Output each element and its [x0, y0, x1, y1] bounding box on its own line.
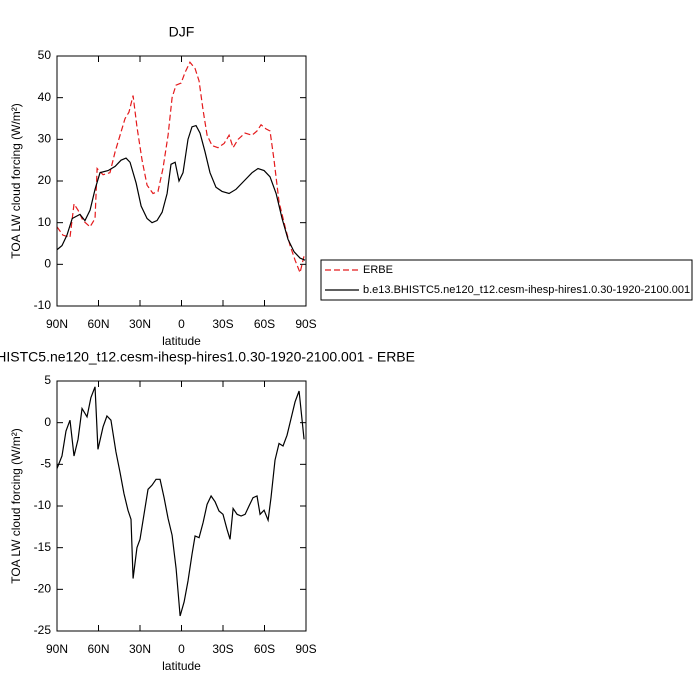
x-axis-label: latitude: [162, 334, 201, 348]
y-tick-label: -15: [34, 540, 52, 554]
data-line: [56, 124, 306, 261]
y-axis-label: TOA LW cloud forcing (W/m²): [9, 103, 23, 259]
legend-label: ERBE: [363, 264, 393, 276]
chart: b.e13.BHISTC5.ne120_t12.cesm-ihesp-hires…: [0, 349, 415, 673]
x-tick-label: 60N: [87, 317, 109, 331]
data-line: [56, 386, 305, 617]
y-tick-label: 50: [38, 48, 52, 62]
legend-box: [320, 259, 693, 301]
x-tick-label: 60S: [254, 317, 275, 331]
plot-frame: [56, 380, 307, 632]
y-tick-label: 0: [44, 257, 51, 271]
legend-label: b.e13.BHISTC5.ne120_t12.cesm-ihesp-hires…: [363, 284, 690, 296]
chart-title: DJF: [169, 24, 195, 40]
y-tick-label: 40: [38, 90, 52, 104]
y-tick-label: -10: [34, 298, 52, 312]
y-tick-label: 20: [38, 173, 52, 187]
y-tick-label: -5: [40, 457, 51, 471]
x-tick-label: 30S: [212, 642, 233, 656]
y-tick-label: -20: [34, 582, 52, 596]
y-tick-label: 5: [44, 373, 51, 387]
chart: DJF latitude TOA LW cloud forcing (W/m²) 90…: [9, 24, 693, 348]
x-tick-label: 90S: [295, 642, 316, 656]
legend: ERBE b.e13.BHISTC5.ne120_t12.cesm-ihesp-h…: [320, 259, 693, 301]
y-tick-label: -10: [34, 498, 52, 512]
x-tick-label: 30N: [129, 317, 151, 331]
y-tick-label: 0: [44, 415, 51, 429]
chart-title: b.e13.BHISTC5.ne120_t12.cesm-ihesp-hires…: [0, 349, 415, 365]
x-axis-label: latitude: [162, 659, 201, 673]
plot-frame: [56, 55, 307, 307]
x-tick-label: 90N: [46, 317, 68, 331]
data-line: [56, 61, 305, 275]
x-tick-label: 0: [178, 317, 185, 331]
x-tick-label: 90S: [295, 317, 316, 331]
y-axis-label: TOA LW cloud forcing (W/m²): [9, 428, 23, 584]
y-tick-label: 10: [38, 215, 52, 229]
y-tick-label: 30: [38, 132, 52, 146]
x-tick-label: 0: [178, 642, 185, 656]
x-tick-label: 60S: [254, 642, 275, 656]
x-tick-label: 30S: [212, 317, 233, 331]
x-tick-label: 60N: [87, 642, 109, 656]
x-tick-label: 90N: [46, 642, 68, 656]
x-tick-label: 30N: [129, 642, 151, 656]
y-tick-label: -25: [34, 623, 52, 637]
